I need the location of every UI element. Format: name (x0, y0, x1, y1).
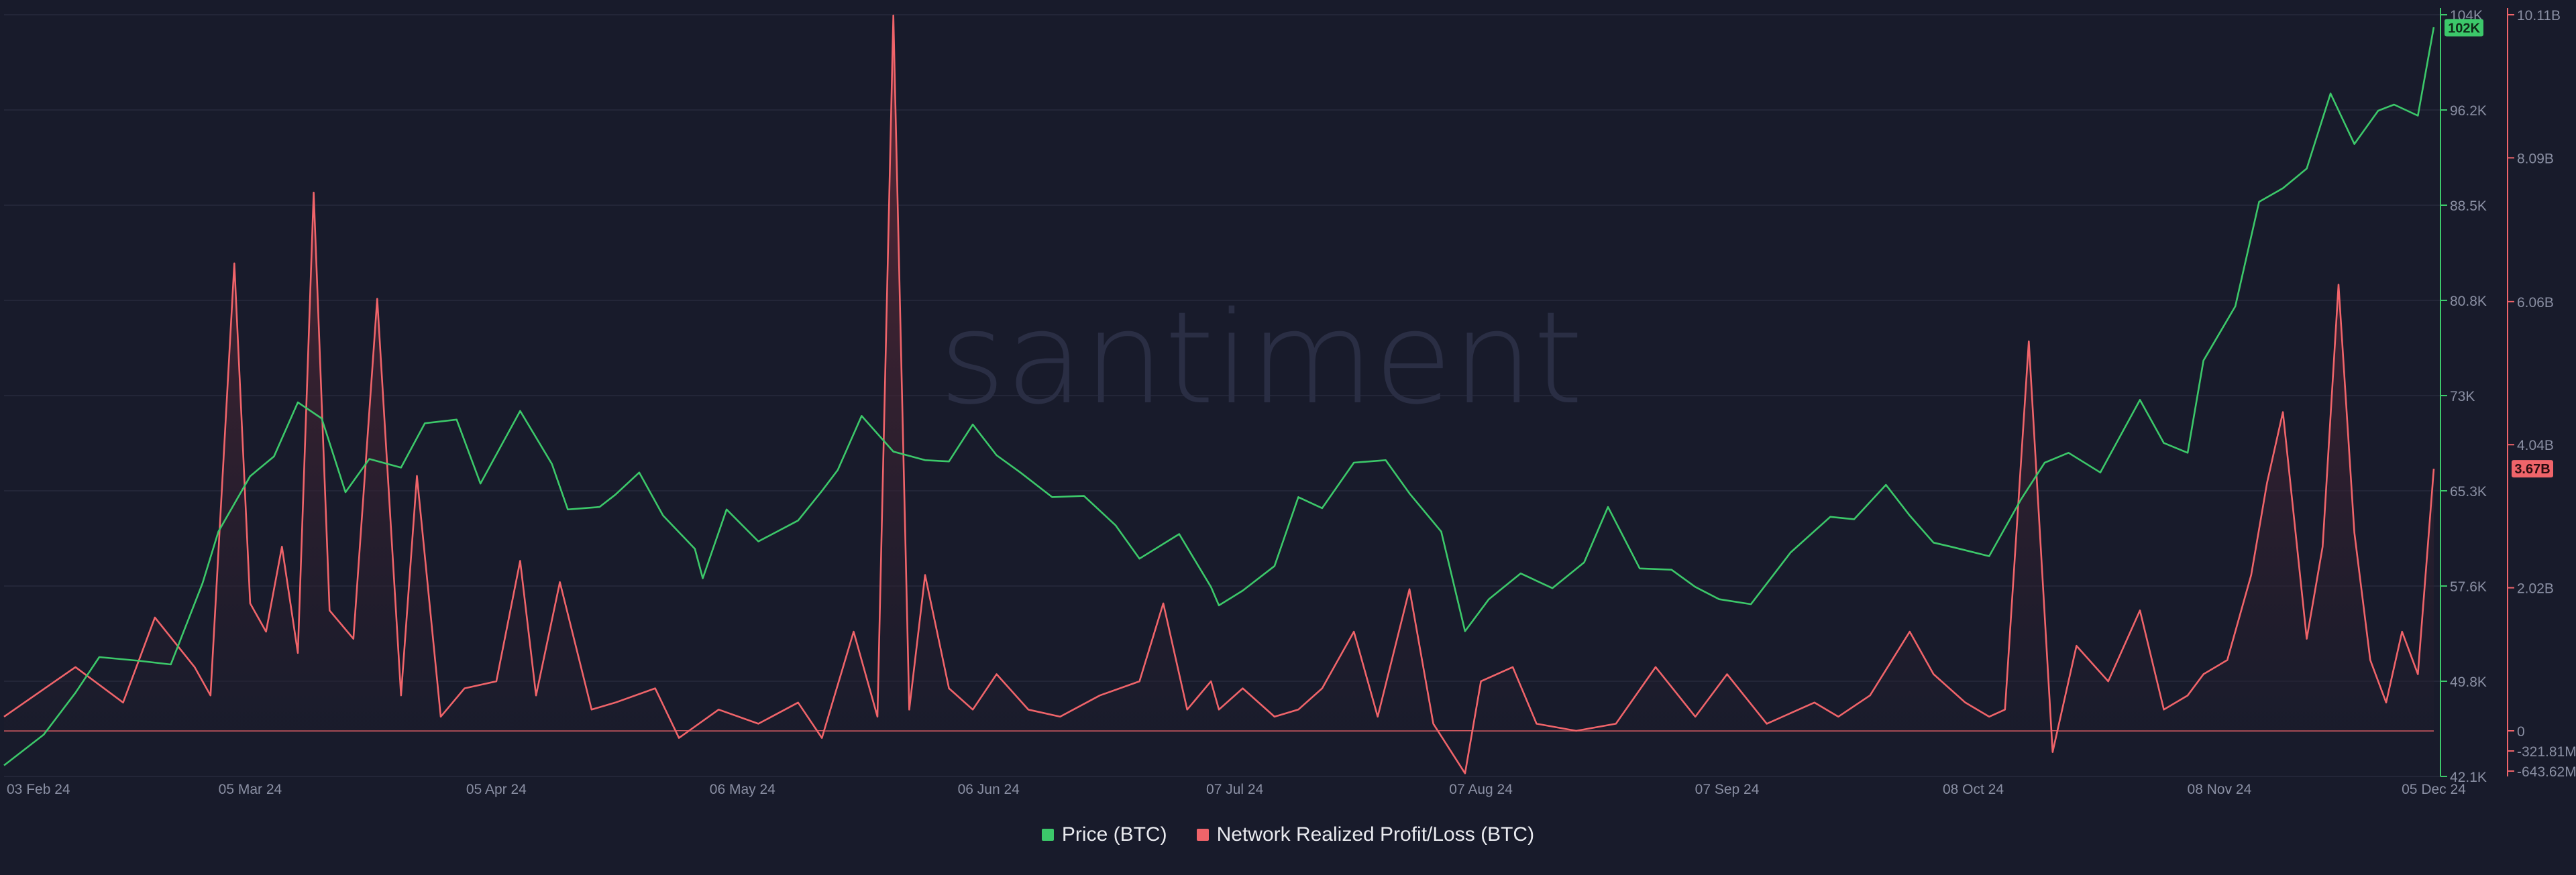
legend: Price (BTC) Network Realized Profit/Loss… (0, 823, 2576, 846)
x-tick-label: 06 Jun 24 (958, 782, 1020, 797)
price-series-line (3, 27, 2435, 766)
pnl-current-badge (2512, 460, 2553, 478)
price-tick-label: 73K (2450, 389, 2475, 404)
pnl-tick-label: 10.11B (2517, 8, 2561, 23)
x-tick-label: 08 Nov 24 (2188, 782, 2252, 797)
price-tick-label: 80.8K (2450, 294, 2487, 309)
pnl-swatch-icon (1196, 829, 1209, 841)
price-swatch-icon (1041, 829, 1054, 841)
price-tick-label: 96.2K (2450, 103, 2487, 119)
watermark: santiment (939, 284, 1583, 432)
price-current-label: 102K (2448, 21, 2480, 36)
price-tick-label: 42.1K (2450, 770, 2487, 785)
legend-item-price[interactable]: Price (BTC) (1041, 823, 1167, 846)
pnl-tick-label: 2.02B (2517, 581, 2554, 597)
price-tick-label: 65.3K (2450, 484, 2487, 500)
price-tick-label: 88.5K (2450, 198, 2487, 214)
pnl-tick-label: -643.62M (2517, 764, 2576, 780)
price-tick-label: 57.6K (2450, 579, 2487, 595)
pnl-tick-label: 4.04B (2517, 438, 2554, 453)
x-tick-label: 07 Jul 24 (1206, 782, 1264, 797)
pnl-tick-label: 6.06B (2517, 295, 2554, 310)
legend-item-pnl[interactable]: Network Realized Profit/Loss (BTC) (1196, 823, 1535, 846)
x-tick-label: 05 Dec 24 (2402, 782, 2466, 797)
x-tick-label: 05 Mar 24 (219, 782, 282, 797)
price-tick-label: 49.8K (2450, 675, 2487, 690)
pnl-tick-label: -321.81M (2517, 744, 2576, 760)
pnl-tick-label: 8.09B (2517, 151, 2554, 166)
pnl-tick-label: 0 (2517, 724, 2525, 740)
x-tick-label: 07 Aug 24 (1449, 782, 1513, 797)
pnl-series-line (3, 14, 2435, 774)
legend-label-pnl: Network Realized Profit/Loss (BTC) (1216, 823, 1535, 845)
x-tick-label: 05 Apr 24 (466, 782, 527, 797)
x-tick-label: 06 May 24 (710, 782, 775, 797)
legend-label-price: Price (BTC) (1061, 823, 1167, 845)
x-tick-label: 07 Sep 24 (1695, 782, 1760, 797)
pnl-current-label: 3.67B (2514, 462, 2550, 477)
price-current-badge (2445, 19, 2483, 37)
x-tick-label: 08 Oct 24 (1943, 782, 2004, 797)
pnl-area-fill (4, 15, 2434, 774)
x-tick-label: 03 Feb 24 (7, 782, 70, 797)
